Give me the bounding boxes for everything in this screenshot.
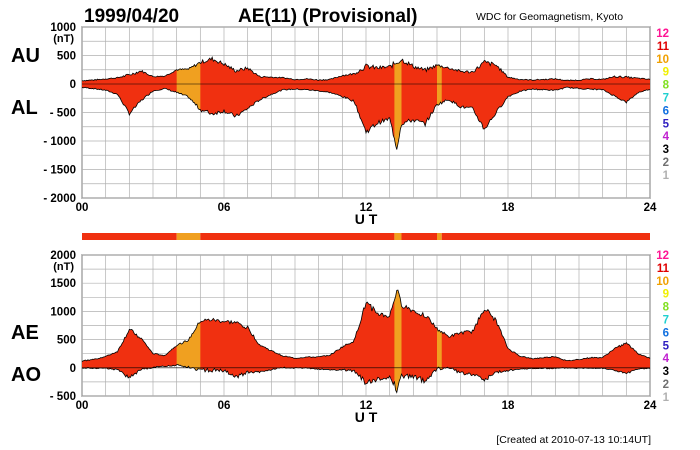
reduced-station-fill	[394, 60, 402, 150]
y-tick-label: 1000	[50, 306, 76, 318]
station-bar-segment	[394, 233, 402, 240]
station-count-label: 12	[656, 250, 669, 262]
station-count-label: 5	[663, 118, 670, 130]
station-bar-segment	[401, 233, 437, 240]
created-timestamp: [Created at 2010-07-13 10:14UT]	[496, 434, 651, 446]
series-line-ae	[81, 289, 651, 362]
y-tick-label: 1500	[50, 278, 76, 290]
station-bar-segment	[437, 233, 442, 240]
x-tick-label: 12	[360, 400, 373, 412]
station-bar-segment	[176, 233, 201, 240]
station-count-label: 3	[663, 366, 669, 378]
x-tick-label: 00	[76, 400, 89, 412]
x-axis-label: U T	[355, 211, 378, 227]
y-tick-label: 500	[57, 51, 76, 63]
series-line-ao	[81, 363, 651, 394]
x-tick-label: 24	[644, 400, 657, 412]
series-side-label: AU	[11, 45, 40, 67]
station-count-label: 6	[663, 105, 669, 117]
y-tick-label: - 500	[50, 108, 76, 120]
au-al-panel: 1000 500 0 - 500 - 1000 - 1500 - 2000 (nT) 00 06 1…	[11, 22, 657, 227]
station-bar-segment	[82, 233, 177, 240]
series-area-fill	[82, 57, 650, 150]
reduced-station-fill	[394, 290, 402, 393]
series-line-al	[81, 86, 651, 150]
station-count-label: 11	[657, 41, 670, 53]
station-count-label: 4	[663, 353, 670, 365]
x-tick-label: 18	[502, 400, 515, 412]
source-label: WDC for Geomagnetism, Kyoto	[476, 11, 623, 23]
station-count-label: 1	[663, 392, 670, 404]
station-count-label: 9	[663, 67, 669, 79]
y-tick-label: 0	[70, 79, 76, 91]
station-count-label: 9	[663, 289, 669, 301]
station-count-label: 10	[656, 54, 669, 66]
station-count-label: 11	[657, 263, 670, 275]
series-line-au	[81, 56, 651, 82]
station-count-label: 1	[663, 170, 670, 182]
y-unit-label: (nT)	[53, 261, 74, 273]
station-bar-segment	[200, 233, 395, 240]
y-tick-label: - 1500	[43, 165, 76, 177]
series-area-fill	[82, 290, 650, 393]
station-count-label: 10	[656, 276, 669, 288]
reduced-station-fill	[176, 322, 201, 371]
x-tick-label: 06	[218, 202, 231, 214]
station-count-label: 8	[663, 302, 670, 314]
index-title: AE(11) (Provisional)	[238, 6, 418, 27]
series-side-label: AO	[11, 364, 41, 386]
y-tick-label: - 500	[50, 391, 76, 403]
station-count-label: 5	[663, 340, 670, 352]
reduced-station-fill	[176, 62, 201, 110]
reduced-station-fill	[437, 64, 442, 106]
x-tick-label: 06	[218, 400, 231, 412]
station-count-label: 2	[663, 157, 669, 169]
x-tick-label: 12	[360, 202, 373, 214]
station-count-label: 6	[663, 327, 669, 339]
station-count-label: 12	[656, 28, 669, 40]
y-unit-label: (nT)	[53, 33, 74, 45]
station-count-label: 2	[663, 379, 669, 391]
x-tick-label: 24	[644, 202, 657, 214]
station-count-label: 3	[663, 144, 669, 156]
station-count-label: 8	[663, 80, 670, 92]
y-tick-label: 2000	[50, 250, 76, 262]
date-title: 1999/04/20	[84, 6, 179, 27]
station-count-label: 4	[663, 131, 670, 143]
y-tick-label: - 2000	[43, 193, 76, 205]
y-tick-label: 0	[70, 363, 76, 375]
x-axis-label: U T	[355, 409, 378, 425]
reduced-station-fill	[437, 327, 442, 370]
station-bar-segment	[441, 233, 650, 240]
y-tick-label: 500	[57, 335, 76, 347]
y-tick-label: 1000	[50, 22, 76, 34]
ae-ao-panel: 2000 1500 1000 500 0 - 500 (nT) 00 06 12 18 24 U T AE…	[11, 250, 657, 425]
series-side-label: AL	[11, 97, 38, 119]
station-count-label: 7	[663, 315, 669, 327]
x-tick-label: 00	[76, 202, 89, 214]
station-count-bar	[82, 233, 650, 240]
series-side-label: AE	[11, 322, 39, 344]
station-count-label: 7	[663, 93, 669, 105]
y-tick-label: - 1000	[43, 136, 76, 148]
x-tick-label: 18	[502, 202, 515, 214]
